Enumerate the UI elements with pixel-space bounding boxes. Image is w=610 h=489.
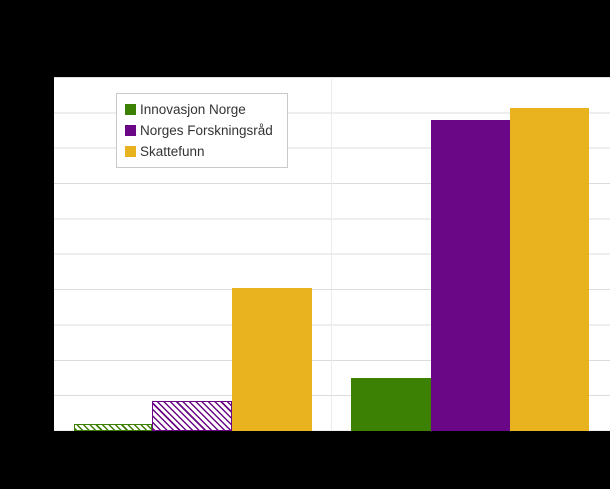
legend-swatch-icon (125, 146, 136, 157)
legend: Innovasjon Norge Norges Forskningsråd Sk… (116, 93, 288, 168)
plot-area: Innovasjon Norge Norges Forskningsråd Sk… (54, 77, 610, 431)
legend-swatch-icon (125, 104, 136, 115)
legend-label: Norges Forskningsråd (140, 123, 273, 138)
bar-series-1-group-0 (152, 401, 232, 431)
legend-item-skattefunn: Skattefunn (125, 141, 273, 162)
bar-series-0-group-1 (351, 378, 431, 431)
bar-series-1-group-1 (431, 120, 510, 431)
legend-label: Skattefunn (140, 144, 205, 159)
legend-swatch-icon (125, 125, 136, 136)
bar-series-2-group-0 (232, 288, 312, 431)
legend-item-norges-forskningsrad: Norges Forskningsråd (125, 120, 273, 141)
legend-label: Innovasjon Norge (140, 102, 246, 117)
vertical-gridline (331, 77, 332, 431)
bar-series-2-group-1 (510, 108, 589, 431)
bar-series-0-group-0 (74, 424, 152, 431)
legend-item-innovasjon-norge: Innovasjon Norge (125, 99, 273, 120)
